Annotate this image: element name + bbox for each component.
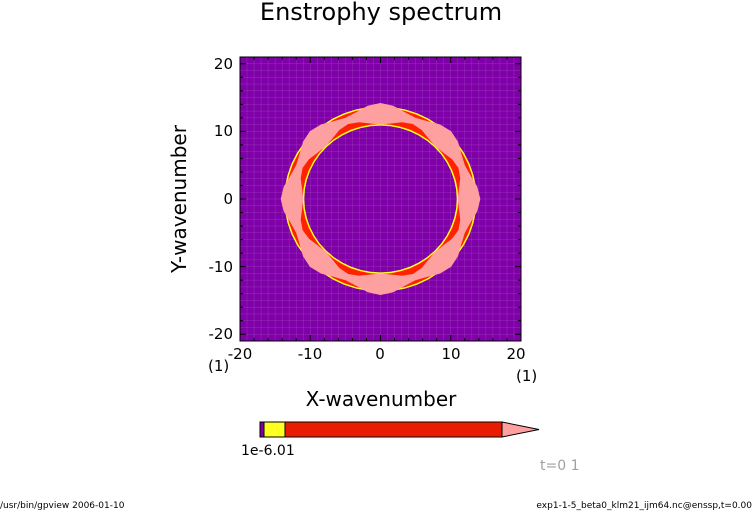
colorbar-level-labels: 1e-6.01 [241,443,295,459]
x-tick-label: 20 [506,345,525,363]
colorbar-high-arrow [501,421,540,438]
footer-source: exp1-1-5_beta0_klm21_ijm64.nc@enssp,t=0.… [536,501,752,511]
axis-ticks [239,57,522,341]
footer-command: /usr/bin/gpview 2006-01-10 [0,501,125,511]
x-tick-label: 0 [375,345,385,363]
x-tick-labels: -20 -10 0 10 20 [228,345,526,363]
x-axis-title: X-wavenumber [306,387,458,411]
y-tick-labels: 20 10 0 -10 -20 [209,55,234,343]
y-tick-label: 20 [214,55,233,73]
y-unit-label: (1) [208,357,229,375]
colorbar-hatching [286,423,502,436]
y-tick-label: -10 [209,258,234,276]
colorbar-low-swatch [263,421,286,438]
x-tick-label: 10 [441,345,460,363]
colorbar-mid-swatch [284,421,503,438]
x-tick-label: -10 [298,345,323,363]
y-axis-title: Y-wavenumber [167,124,191,274]
y-tick-label: -20 [209,325,234,343]
colorbar-below-swatch [259,421,265,438]
x-tick-label: -20 [228,345,253,363]
plot-area [239,56,522,342]
x-unit-label: (1) [516,367,537,385]
chart-title: Enstrophy spectrum [260,0,502,26]
y-tick-label: 0 [223,190,233,208]
color-bar: 1e-6.01 [241,421,540,459]
time-label: t=0 1 [540,458,579,474]
y-tick-label: 10 [214,122,233,140]
